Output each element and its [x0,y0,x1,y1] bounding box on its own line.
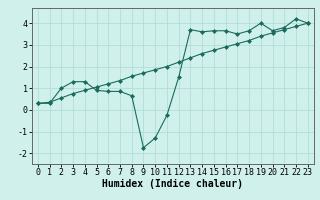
X-axis label: Humidex (Indice chaleur): Humidex (Indice chaleur) [102,179,243,189]
